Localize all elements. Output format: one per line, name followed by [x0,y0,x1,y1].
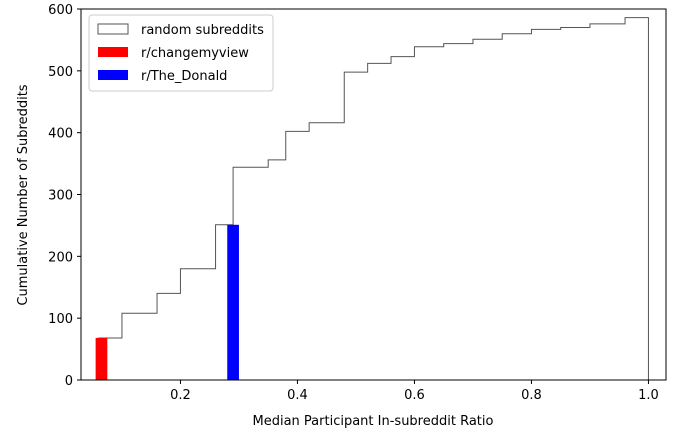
x-tick-label: 0.2 [170,388,191,403]
x-tick-label: 1.0 [638,388,659,403]
changemyview-bar [95,337,108,380]
x-axis: 0.2 0.4 0.6 0.8 1.0 [170,380,659,403]
legend-label-changemyview: r/changemyview [141,46,249,61]
plot-area [95,17,649,380]
legend-box [88,14,274,92]
x-tick-label: 0.8 [521,388,542,403]
y-tick-label: 300 [48,189,73,204]
y-tick-label: 600 [48,3,73,18]
y-tick-label: 500 [48,65,73,80]
y-axis: 0 100 200 300 400 500 600 [48,3,81,389]
y-axis-label: Cumulative Number of Subreddits [16,84,31,305]
legend-label-random-subreddits: random subreddits [141,23,264,38]
y-tick-label: 100 [48,312,73,327]
x-axis-label: Median Participant In-subreddit Ratio [253,414,494,429]
y-tick-label: 0 [65,374,73,389]
legend-swatch-random-subreddits [97,23,129,35]
random-subreddits-step-line [98,17,649,380]
legend-label-the-donald: r/The_Donald [141,69,227,84]
x-tick-label: 0.4 [287,388,308,403]
y-tick-label: 200 [48,250,73,265]
y-tick-label: 400 [48,127,73,142]
x-tick-label: 0.6 [404,388,425,403]
legend-swatch-the-donald [98,70,128,80]
legend-swatch-changemyview [98,47,128,57]
the-donald-bar [227,224,239,380]
legend: random subreddits r/changemyview r/The_D… [88,14,274,92]
